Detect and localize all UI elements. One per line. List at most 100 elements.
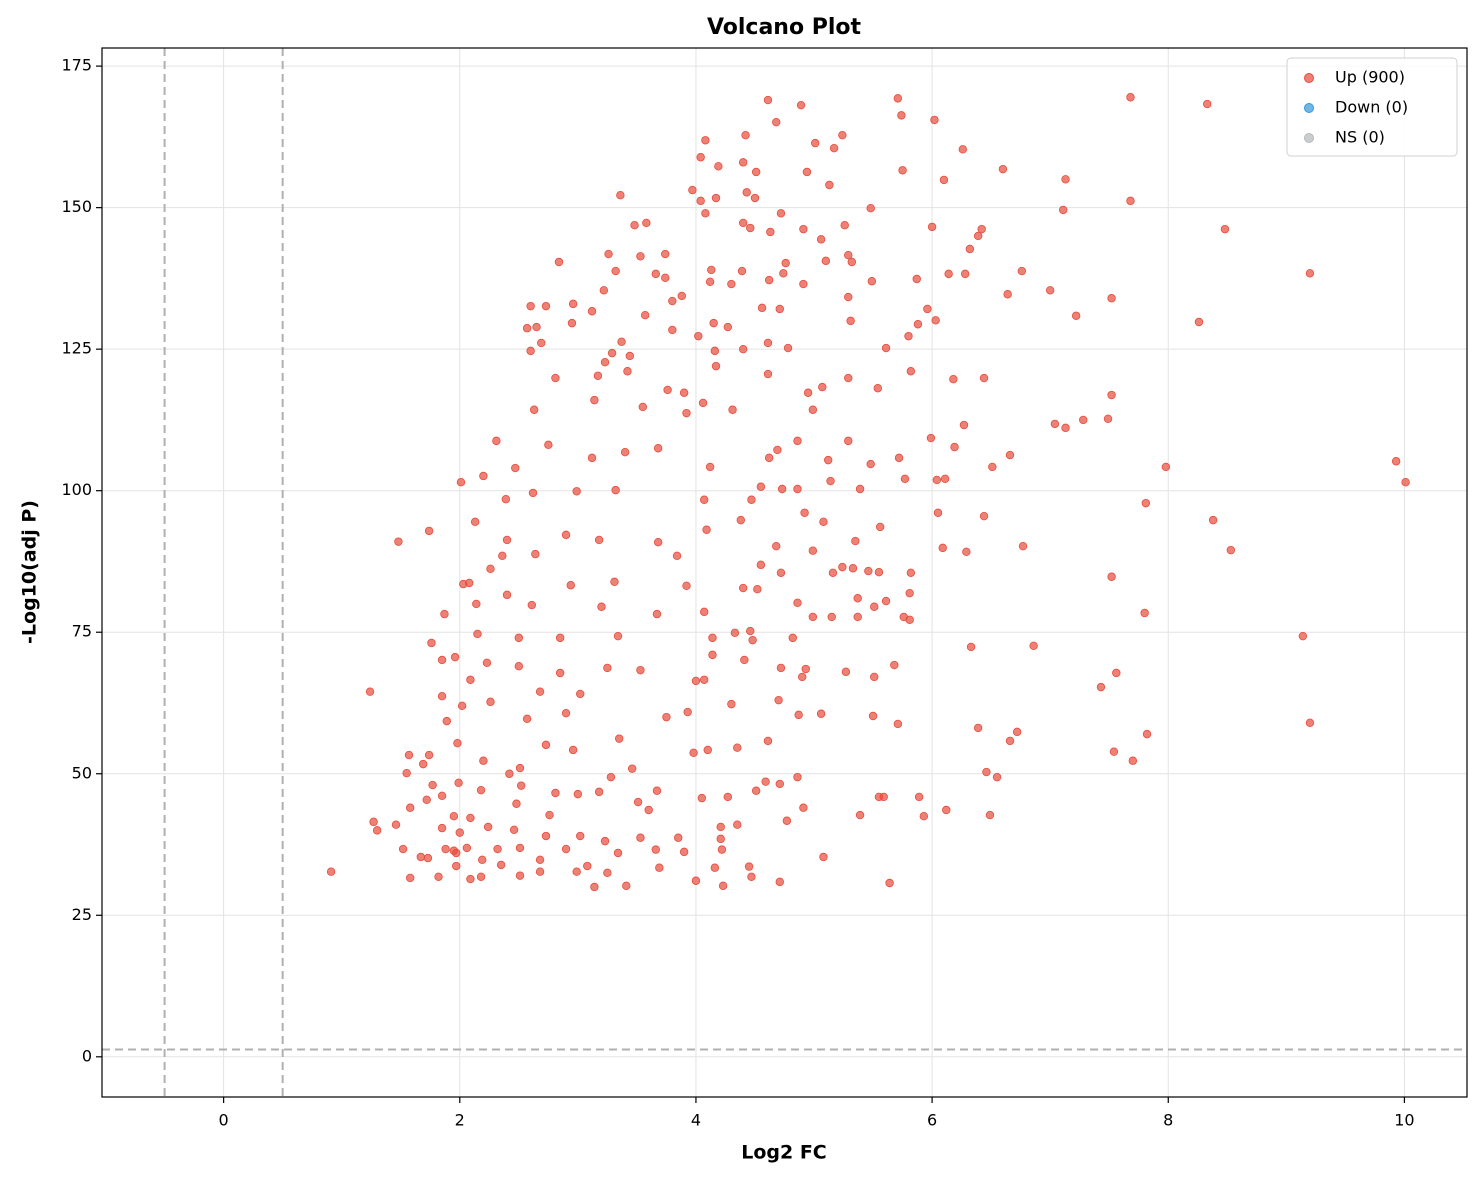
data-point — [1005, 736, 1015, 746]
data-point — [736, 515, 746, 525]
data-point — [950, 442, 959, 452]
data-point — [603, 868, 612, 878]
data-point — [561, 844, 571, 854]
data-point — [1203, 99, 1212, 109]
data-point — [1305, 269, 1315, 278]
data-point — [402, 768, 411, 778]
data-point — [944, 269, 953, 279]
x-tick-label: 10 — [1394, 1111, 1414, 1130]
data-point — [555, 633, 565, 643]
data-point — [728, 405, 737, 414]
data-point — [764, 453, 774, 463]
data-point — [492, 436, 501, 446]
data-point — [682, 581, 691, 591]
data-point — [486, 564, 495, 574]
chart-title: Volcano Plot — [707, 15, 862, 40]
data-point — [662, 712, 671, 722]
data-point — [772, 541, 781, 551]
data-point — [526, 346, 535, 356]
data-point — [756, 560, 766, 570]
data-point — [763, 95, 773, 105]
data-point — [741, 130, 750, 140]
data-point — [424, 526, 434, 536]
legend-marker — [1304, 73, 1314, 83]
data-point — [677, 291, 686, 301]
data-point — [710, 863, 720, 872]
data-point — [751, 786, 761, 795]
data-point — [793, 436, 802, 446]
data-point — [423, 853, 433, 863]
data-point — [1058, 205, 1068, 215]
data-point — [636, 665, 645, 675]
data-point — [1103, 414, 1113, 424]
y-tick-label: 25 — [72, 905, 92, 924]
data-point — [919, 812, 929, 821]
data-point — [613, 848, 623, 858]
y-tick-label: 100 — [61, 480, 92, 499]
data-point — [636, 833, 645, 842]
data-point — [1029, 641, 1038, 651]
data-point — [689, 748, 698, 758]
data-point — [1126, 93, 1135, 102]
data-point — [651, 845, 660, 854]
data-point — [672, 551, 682, 560]
data-point — [636, 252, 645, 261]
data-point — [979, 373, 989, 383]
y-tick-label: 175 — [61, 56, 92, 75]
data-point — [1142, 729, 1152, 739]
data-point — [802, 167, 812, 177]
data-point — [914, 792, 924, 802]
data-point — [821, 256, 831, 266]
data-point — [572, 867, 581, 876]
data-point — [590, 395, 599, 405]
data-point — [450, 652, 460, 662]
data-point — [476, 872, 486, 881]
data-point — [555, 668, 565, 678]
data-point — [840, 220, 849, 230]
data-point — [900, 474, 910, 484]
data-point — [930, 115, 939, 125]
data-point — [873, 384, 882, 393]
data-point — [537, 338, 546, 348]
data-point — [449, 812, 459, 821]
data-point — [772, 117, 781, 127]
data-point — [541, 831, 551, 841]
data-point — [733, 820, 742, 829]
data-point — [962, 547, 971, 557]
data-point — [1161, 462, 1171, 472]
data-point — [710, 346, 720, 356]
data-point — [462, 843, 472, 853]
data-point — [498, 551, 507, 560]
data-point — [801, 664, 810, 674]
data-point — [512, 799, 521, 808]
data-point — [794, 710, 803, 720]
data-point — [927, 222, 937, 232]
data-point — [775, 779, 784, 789]
data-point — [933, 508, 943, 517]
data-point — [753, 585, 762, 594]
data-point — [905, 588, 914, 598]
data-point — [479, 471, 488, 481]
data-point — [594, 535, 604, 545]
data-point — [733, 743, 742, 752]
data-point — [940, 474, 950, 484]
data-point — [698, 398, 708, 408]
data-point — [904, 331, 913, 341]
data-point — [727, 279, 736, 289]
data-point — [473, 629, 482, 639]
data-point — [486, 697, 495, 707]
data-point — [982, 767, 991, 777]
data-point — [737, 266, 747, 276]
data-point — [661, 273, 670, 283]
x-axis-label: Log2 FC — [741, 1142, 827, 1164]
data-point — [716, 822, 725, 832]
data-point — [846, 316, 855, 326]
data-point — [551, 373, 560, 383]
data-point — [633, 797, 643, 807]
data-point — [708, 650, 717, 660]
data-point — [868, 711, 878, 721]
data-point — [803, 388, 813, 397]
data-point — [912, 274, 921, 284]
data-point — [700, 495, 709, 504]
data-point — [391, 820, 401, 829]
